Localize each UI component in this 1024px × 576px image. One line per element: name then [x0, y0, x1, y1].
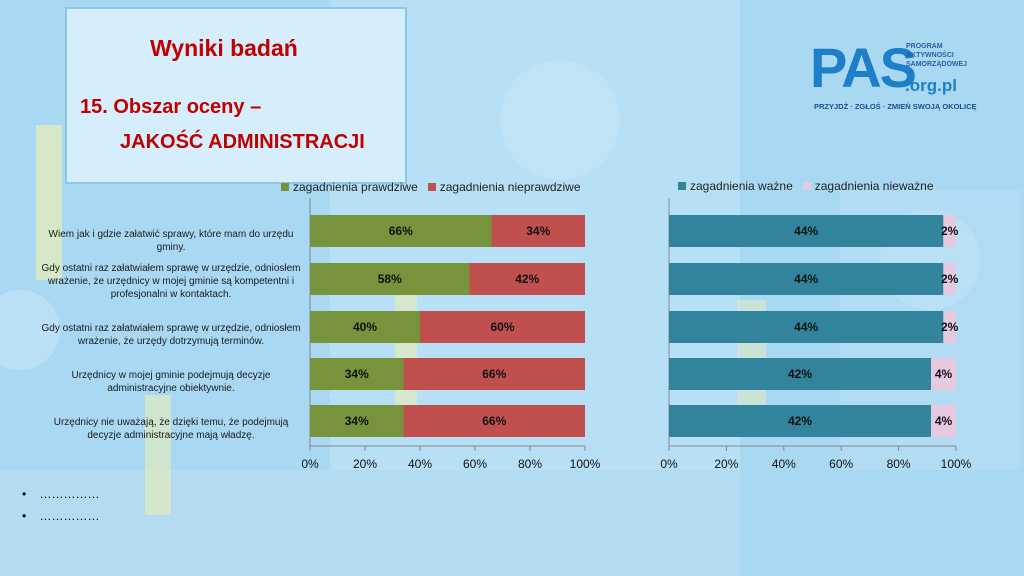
legend-item-important: zagadnienia ważne: [678, 179, 793, 193]
row-label-5: Urzędnicy nie uważają, że dzięki temu, ż…: [53, 417, 289, 441]
legend-item-true: zagadnienia prawdziwe: [281, 180, 418, 194]
legend-item-unimportant: zagadnienia nieważne: [802, 179, 934, 193]
legend-swatch-green: [281, 183, 289, 191]
pas-logo[interactable]: PAS PROGRAM AKTYWNOŚCI SAMORZĄDOWEJ .org…: [810, 36, 977, 118]
logo-wordmark: PAS: [810, 36, 917, 99]
row-label-1: Wiem jak i gdzie załatwić sprawy, które …: [48, 229, 294, 253]
logo-domain: .org.pl: [905, 76, 957, 95]
section-heading: 15. Obszar oceny –: [80, 96, 262, 118]
legend-swatch-teal: [678, 182, 686, 190]
bullet-item: • ……………: [22, 509, 100, 523]
section-subheading: JAKOŚĆ ADMINISTRACJI: [120, 131, 365, 153]
legend-swatch-red: [427, 183, 436, 191]
chart2-legend: zagadnienia ważne zagadnienia nieważne: [678, 179, 934, 193]
page-title: Wyniki badań: [150, 35, 298, 61]
legend-item-false: zagadnienia nieprawdziwe: [427, 180, 581, 194]
row-label-2: Gdy ostatni raz załatwiałem sprawę w urz…: [41, 263, 301, 300]
row-label-4: Urzędnicy w mojej gminie podejmują decyz…: [71, 370, 271, 394]
legend-swatch-pink: [802, 182, 811, 190]
logo-side-text: PROGRAM AKTYWNOŚCI SAMORZĄDOWEJ: [906, 43, 968, 68]
chart1-legend: zagadnienia prawdziwe zagadnienia niepra…: [281, 180, 581, 194]
bullet-list: • …………… • ……………: [22, 487, 100, 531]
bullet-item: • ……………: [22, 487, 100, 501]
logo-slogan: PRZYJDŹ · ZGŁOŚ · ZMIEŃ SWOJĄ OKOLICĘ: [814, 102, 977, 111]
row-label-3: Gdy ostatni raz załatwiałem sprawę w urz…: [41, 323, 301, 347]
